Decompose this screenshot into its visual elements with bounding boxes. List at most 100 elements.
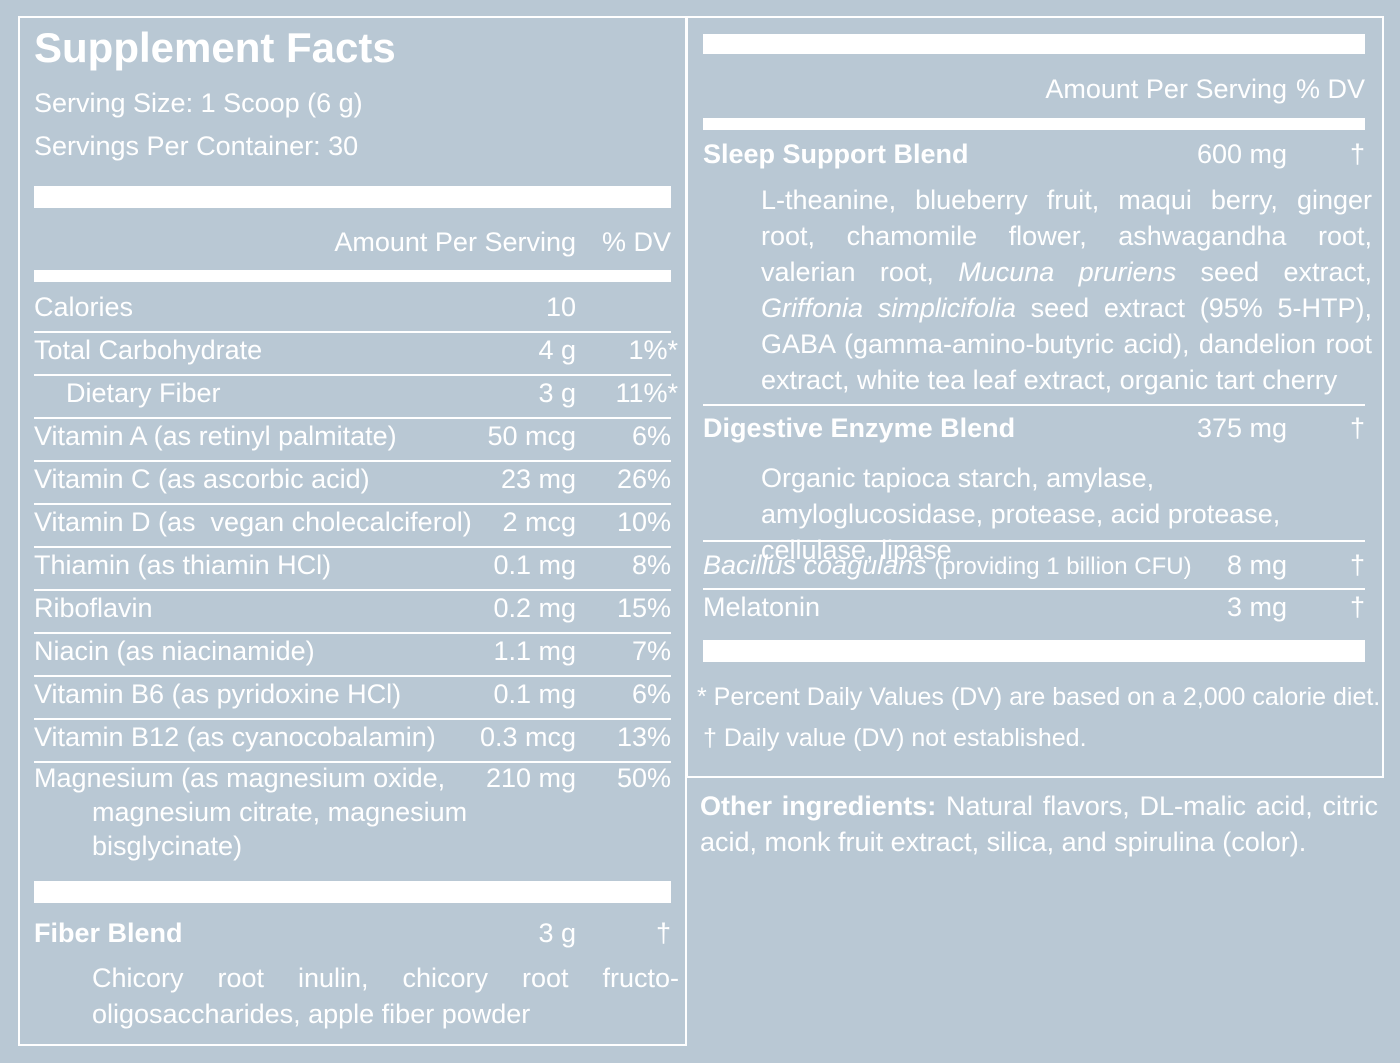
thick-divider [34, 186, 671, 208]
melatonin-name: Melatonin [703, 592, 821, 622]
fiber-blend-name: Fiber Blend [34, 918, 183, 948]
nutrient-name: Vitamin D (as vegan cholecalciferol) [34, 507, 472, 538]
medium-divider [703, 118, 1365, 130]
row-divider [703, 588, 1365, 590]
nutrient-label: Riboflavin [34, 593, 153, 623]
nutrient-label: Calories [34, 292, 134, 322]
right-header-dv: % DV [1295, 74, 1365, 104]
nutrient-dv: 10% [616, 507, 671, 537]
footnote-dagger: † Daily value (DV) not established. [703, 724, 1087, 752]
nutrient-label: Dietary Fiber [66, 378, 221, 408]
nutrient-label: Niacin [34, 636, 110, 666]
row-divider [34, 761, 671, 763]
row-divider [703, 404, 1365, 406]
nutrient-source: (as cyanocobalamin) [179, 722, 436, 752]
nutrient-amount: 0.3 mcg [479, 722, 576, 752]
nutrient-amount: 1.1 mg [493, 636, 576, 666]
digestive-blend-amount: 375 mg [1196, 413, 1287, 443]
nutrient-name: Dietary Fiber [66, 378, 221, 409]
nutrient-name: Total Carbohydrate [34, 335, 262, 366]
row-divider [34, 589, 671, 591]
label-title: Supplement Facts [34, 24, 396, 71]
nutrient-dv: 11%* [615, 378, 678, 408]
bacillus-desc: (providing 1 billion CFU) [934, 553, 1192, 580]
nutrient-name: Vitamin C (as ascorbic acid) [34, 464, 370, 495]
nutrient-name: Thiamin (as thiamin HCl) [34, 550, 331, 581]
row-divider [34, 503, 671, 505]
nutrient-amount: 0.1 mg [493, 679, 576, 709]
nutrient-dv: 7% [631, 636, 671, 666]
sleep-blend-amount: 600 mg [1196, 139, 1287, 169]
nutrient-dv: 26% [616, 464, 671, 494]
sleep-blend-ingredients: L-theanine, blueberry fruit, maqui berry… [761, 185, 1372, 395]
other-ingredients-text: Natural flavors, DL-malic acid, citric a… [700, 791, 1378, 857]
nutrient-dv: 15% [616, 593, 671, 623]
nutrient-label: Vitamin C [34, 464, 151, 494]
nutrient-amount: 3 g [538, 378, 576, 408]
nutrient-source: (as vegan cholecalciferol) [150, 507, 472, 537]
melatonin-amount: 3 mg [1226, 592, 1287, 622]
bacillus-dv: † [1349, 550, 1365, 580]
melatonin-dv: † [1349, 592, 1365, 622]
serving-size: Serving Size: 1 Scoop (6 g) [34, 88, 363, 118]
nutrient-label: Vitamin A [34, 421, 147, 451]
nutrient-label: Vitamin D [34, 507, 151, 537]
sleep-blend-name: Sleep Support Blend [703, 139, 969, 169]
nutrient-source: (as thiamin HCl) [130, 550, 332, 580]
row-divider [34, 718, 671, 720]
nutrient-name: Vitamin A (as retinyl palmitate) [34, 421, 397, 452]
thick-divider [703, 640, 1365, 662]
row-divider [34, 331, 671, 333]
fiber-blend-amount: 3 g [538, 918, 576, 948]
bacillus-name: Bacillus coagulans [703, 550, 927, 580]
nutrient-dv: 8% [631, 550, 671, 580]
nutrient-amount: 2 mcg [502, 507, 576, 537]
nutrient-label: Vitamin B6 [34, 679, 165, 709]
magnesium-dv: 50% [616, 763, 671, 793]
nutrient-dv: 6% [631, 421, 671, 451]
magnesium-line3: bisglycinate) [92, 831, 243, 861]
nutrient-amount: 50 mcg [487, 421, 576, 451]
nutrient-source: (as niacinamide) [109, 636, 315, 666]
bacillus-amount: 8 mg [1226, 550, 1287, 580]
digestive-blend-ingredients: Organic tapioca starch, amylase, amylogl… [761, 463, 1281, 565]
fiber-blend-dv: † [655, 918, 671, 948]
nutrient-label: Total Carbohydrate [34, 335, 263, 365]
nutrient-name: Vitamin B12 (as cyanocobalamin) [34, 722, 436, 753]
nutrient-name: Niacin (as niacinamide) [34, 636, 315, 667]
supplement-facts-right-panel [686, 16, 1384, 778]
bacillus-row: Bacillus coagulans (providing 1 billion … [703, 550, 1192, 581]
digestive-blend-name: Digestive Enzyme Blend [703, 413, 1016, 443]
left-header-amount: Amount Per Serving [334, 227, 576, 257]
nutrient-label: Thiamin [34, 550, 131, 580]
fiber-blend-ingredients: Chicory root inulin, chicory root fructo… [92, 963, 679, 1029]
digestive-blend-dv: † [1349, 413, 1365, 443]
nutrient-name: Riboflavin [34, 593, 153, 624]
left-header-dv: % DV [601, 227, 671, 257]
nutrient-amount: 0.2 mg [493, 593, 576, 623]
nutrient-amount: 4 g [538, 335, 576, 365]
row-divider [34, 675, 671, 677]
nutrient-amount: 10 [545, 292, 576, 322]
nutrient-label: Vitamin B12 [34, 722, 180, 752]
medium-divider [34, 270, 671, 282]
magnesium-amount: 210 mg [485, 763, 576, 793]
row-divider [34, 546, 671, 548]
servings-per-container: Servings Per Container: 30 [34, 131, 359, 161]
row-divider [34, 460, 671, 462]
right-header-amount: Amount Per Serving [1045, 74, 1287, 104]
magnesium-line2: magnesium citrate, magnesium [92, 797, 468, 827]
row-divider [34, 632, 671, 634]
magnesium-line1: Magnesium (as magnesium oxide, [34, 763, 446, 793]
nutrient-name: Calories [34, 292, 133, 323]
row-divider [703, 540, 1365, 542]
nutrient-source: (as retinyl palmitate) [146, 421, 397, 451]
nutrient-amount: 0.1 mg [493, 550, 576, 580]
nutrient-dv: 1%* [628, 335, 678, 365]
sleep-blend-dv: † [1349, 139, 1365, 169]
other-ingredients-label: Other ingredients: [700, 791, 937, 821]
footnote-percent-dv: * Percent Daily Values (DV) are based on… [697, 683, 1381, 711]
thick-divider [34, 881, 671, 903]
nutrient-dv: 6% [631, 679, 671, 709]
nutrient-amount: 23 mg [500, 464, 576, 494]
